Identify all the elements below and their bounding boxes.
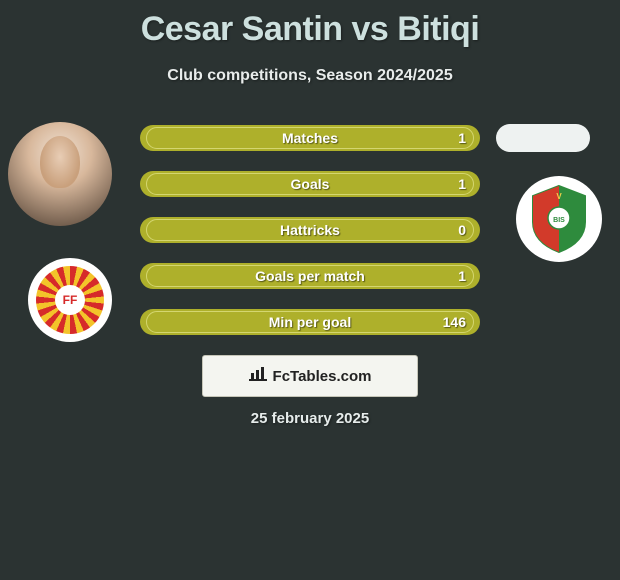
page-subtitle: Club competitions, Season 2024/2025 <box>0 67 620 85</box>
club-badge-right-shield: BIS V <box>529 184 589 254</box>
stat-label: Hattricks <box>140 222 480 238</box>
stat-value-right: 1 <box>458 130 466 146</box>
stat-row-goals: Goals 1 <box>140 171 480 197</box>
svg-text:V: V <box>556 192 562 201</box>
stat-value-right: 0 <box>458 222 466 238</box>
stat-label: Min per goal <box>140 314 480 330</box>
chart-icon <box>249 367 267 386</box>
stat-label: Goals per match <box>140 268 480 284</box>
svg-text:BIS: BIS <box>553 217 565 224</box>
brand-text: FcTables.com <box>273 368 372 385</box>
page-title: Cesar Santin vs Bitiqi <box>0 0 620 49</box>
stat-value-right: 1 <box>458 268 466 284</box>
stat-row-hattricks: Hattricks 0 <box>140 217 480 243</box>
stat-row-goals-per-match: Goals per match 1 <box>140 263 480 289</box>
brand-box[interactable]: FcTables.com <box>202 355 418 397</box>
club-badge-left <box>28 258 112 342</box>
club-badge-right: BIS V <box>516 176 602 262</box>
player-avatar-left <box>8 122 112 226</box>
stat-row-min-per-goal: Min per goal 146 <box>140 309 480 335</box>
stat-label: Matches <box>140 130 480 146</box>
footer-date: 25 february 2025 <box>0 410 620 427</box>
stats-container: Matches 1 Goals 1 Hattricks 0 Goals per … <box>140 125 480 355</box>
club-badge-left-inner <box>36 266 104 334</box>
stat-label: Goals <box>140 176 480 192</box>
stat-value-right: 1 <box>458 176 466 192</box>
stat-row-matches: Matches 1 <box>140 125 480 151</box>
player-avatar-right-placeholder <box>496 124 590 152</box>
stat-value-right: 146 <box>443 314 466 330</box>
